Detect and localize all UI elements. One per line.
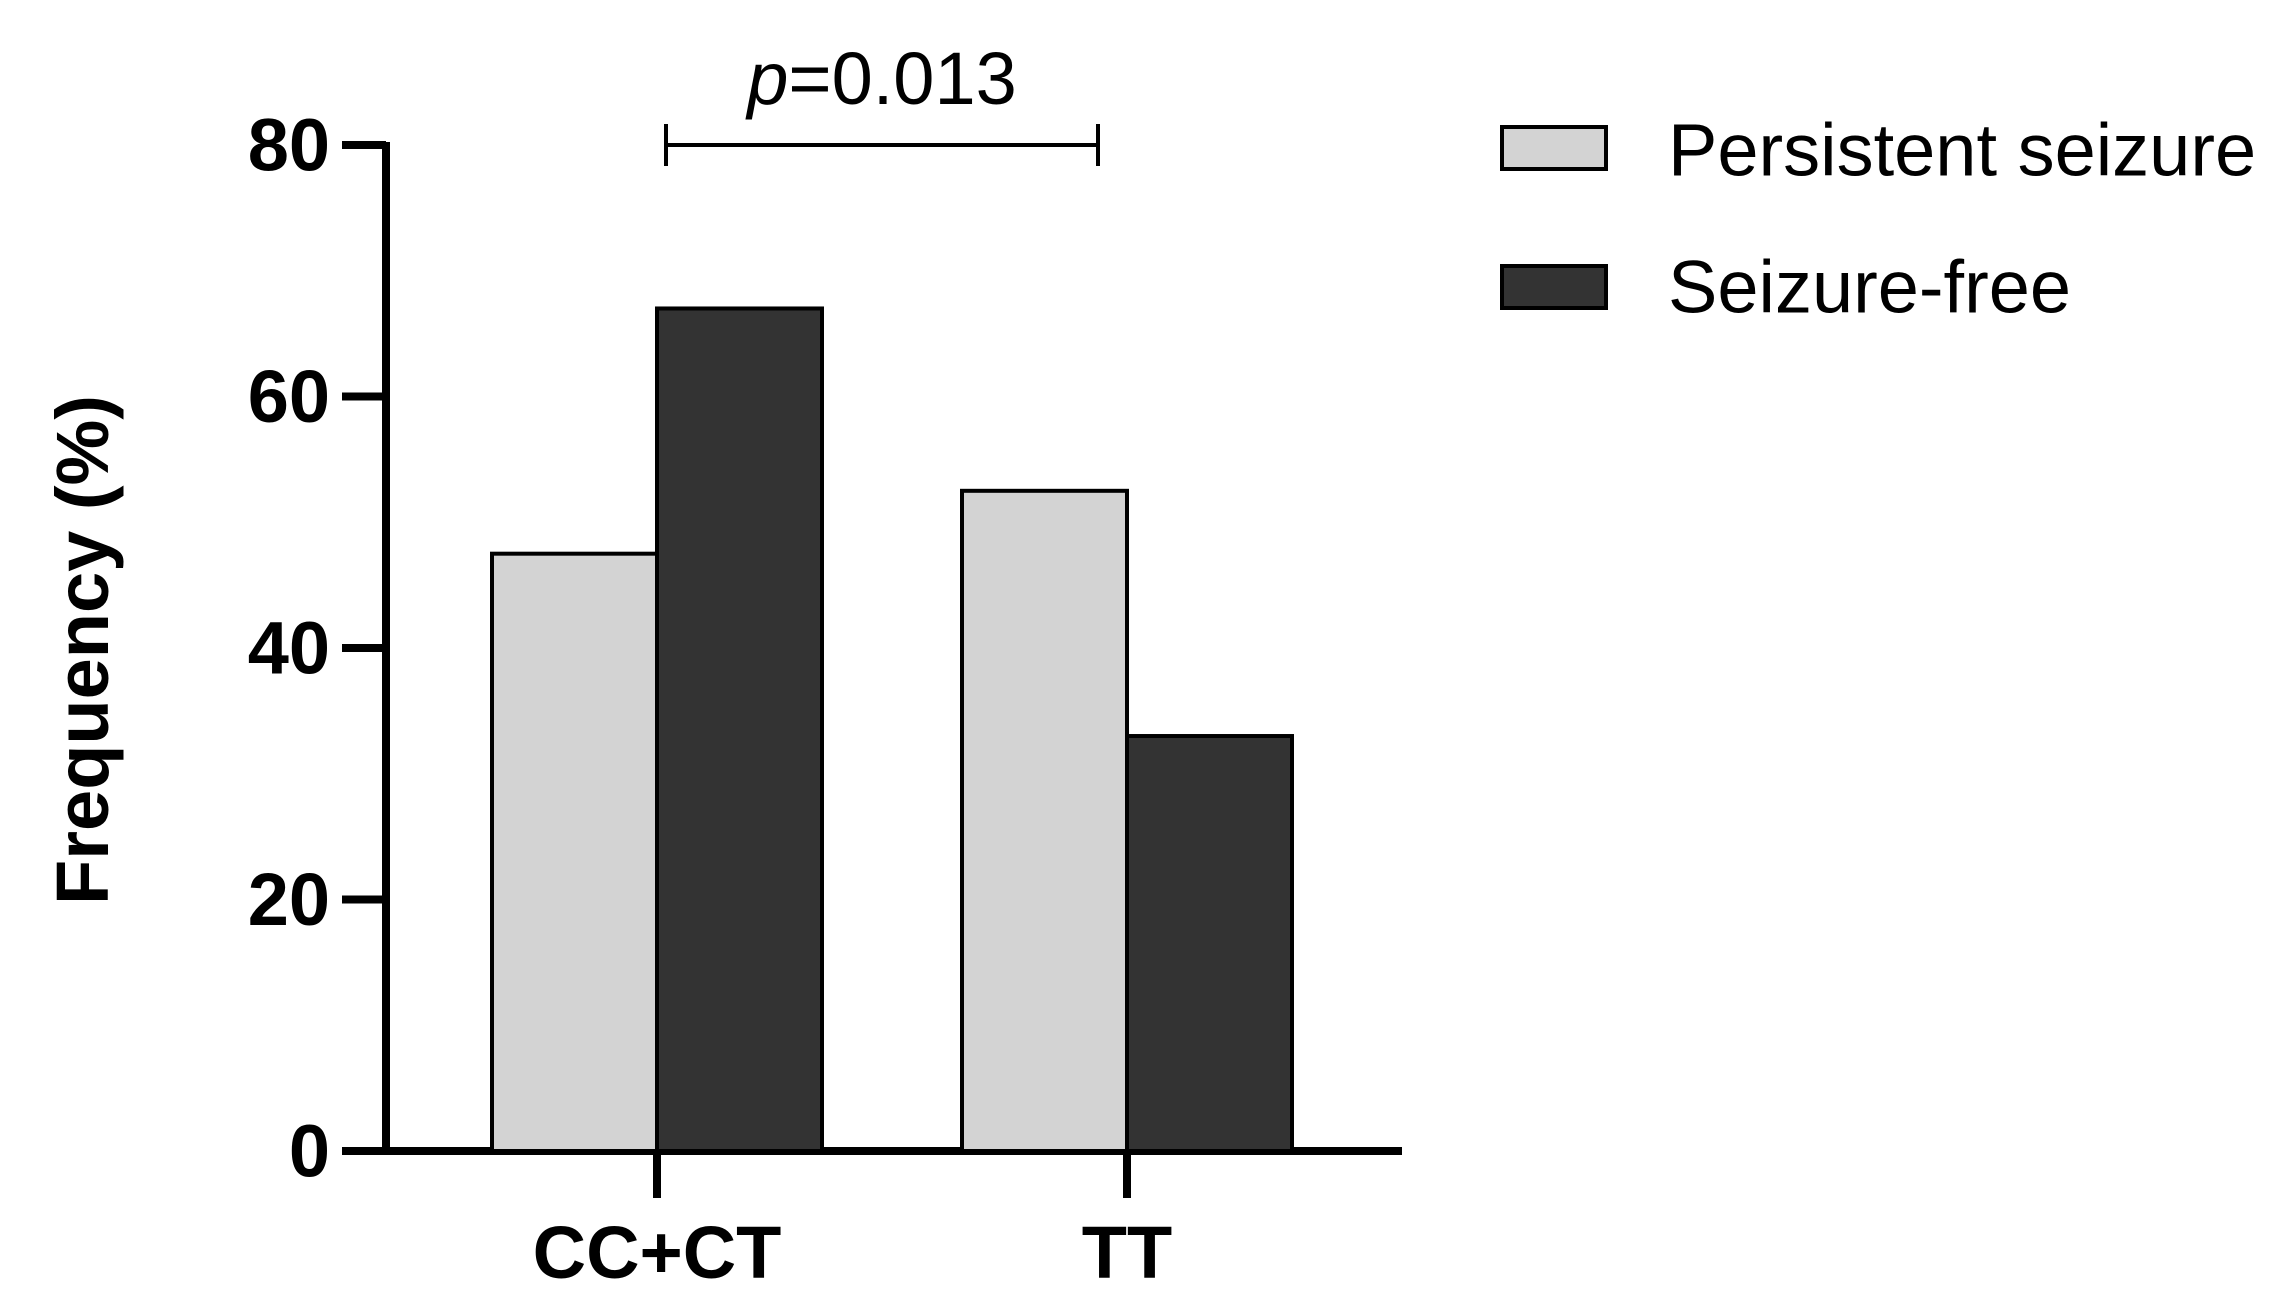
bar-tt-seizure-free xyxy=(1125,734,1294,1154)
bar-ccct-persistent-seizure xyxy=(490,551,659,1153)
y-ticks: 0 20 40 60 80 xyxy=(248,104,386,1193)
p-value-annotation: p=0.013 xyxy=(745,37,1017,120)
y-tick-label-0: 0 xyxy=(289,1110,330,1193)
legend-swatch-persistent-seizure xyxy=(1500,125,1608,171)
y-tick-label-80: 80 xyxy=(248,104,330,187)
legend: Persistent seizure Seizure-free xyxy=(1500,109,2256,329)
legend-label-seizure-free: Seizure-free xyxy=(1668,246,2071,329)
bar-ccct-seizure-free xyxy=(655,306,824,1154)
y-tick-label-60: 60 xyxy=(248,355,330,438)
bar-tt-persistent-seizure xyxy=(960,488,1129,1153)
x-category-label-tt: TT xyxy=(1082,1211,1172,1294)
y-axis-title: Frequency (%) xyxy=(41,395,124,905)
significance-bracket: p=0.013 xyxy=(664,37,1100,166)
p-symbol: p xyxy=(745,37,788,120)
x-category-label-ccct: CC+CT xyxy=(533,1211,782,1294)
bars xyxy=(490,306,1294,1154)
legend-label-persistent-seizure: Persistent seizure xyxy=(1668,109,2256,192)
y-tick-label-40: 40 xyxy=(248,607,330,690)
p-value-text: =0.013 xyxy=(788,37,1016,120)
y-tick-label-20: 20 xyxy=(248,858,330,941)
legend-swatch-seizure-free xyxy=(1500,264,1608,310)
